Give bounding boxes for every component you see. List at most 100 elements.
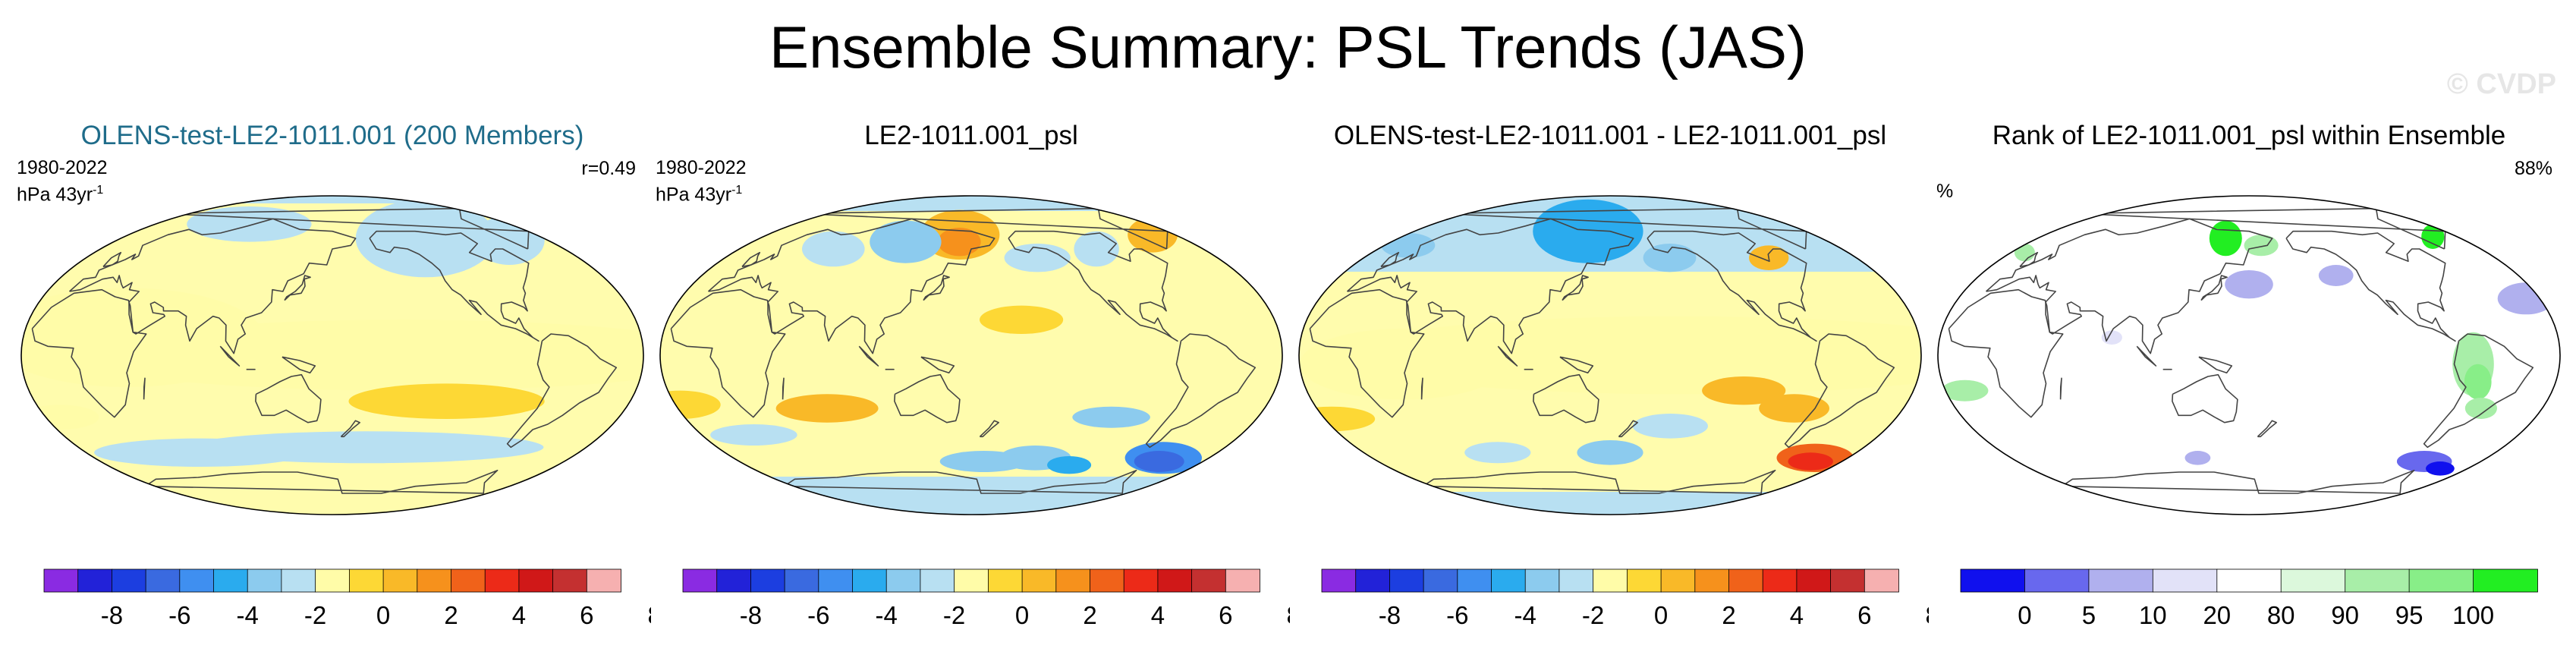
colorbar-swatch — [852, 568, 888, 593]
colorbar-swatch — [382, 568, 418, 593]
period-units-label: 1980-2022 hPa 43yr-1 — [656, 156, 747, 206]
colorbar-swatch — [281, 568, 316, 593]
colorbar-swatch — [1524, 568, 1560, 593]
colorbar-swatch — [179, 568, 215, 593]
coastline — [1559, 356, 1594, 374]
colorbar-swatch — [348, 568, 384, 593]
colorbar-swatch — [954, 568, 989, 593]
map-border — [659, 195, 1283, 515]
colorbar-tick-label: 4 — [1790, 601, 1804, 629]
colorbar-tick-label: 5 — [2082, 601, 2096, 629]
coastline — [284, 275, 311, 301]
colorbar-swatch — [1389, 568, 1424, 593]
colorbar-swatch — [417, 568, 452, 593]
coastline — [858, 345, 879, 367]
colorbar-swatch — [716, 568, 752, 593]
colorbar-swatch — [451, 568, 486, 593]
coastline — [1533, 373, 1599, 424]
field-anomaly — [1632, 414, 1708, 439]
field-anomaly — [2464, 398, 2497, 419]
field-band-arctic — [660, 196, 1282, 211]
field-anomaly — [2184, 451, 2211, 465]
field-anomaly — [1533, 199, 1643, 263]
field-anomaly — [21, 288, 264, 387]
field-anomaly — [2244, 235, 2279, 257]
colorbar-tick-label: 8 — [1926, 601, 1929, 629]
field-anomaly — [2421, 224, 2445, 249]
colorbar-swatch — [2280, 568, 2346, 593]
colorbar-swatch — [1491, 568, 1527, 593]
field-anomaly — [2464, 364, 2492, 400]
coastline — [31, 288, 147, 418]
colorbar-swatch — [750, 568, 785, 593]
colorbar-swatch — [1694, 568, 1730, 593]
colorbar-tick-label: -8 — [101, 601, 123, 629]
colorbar-tick-label: 0 — [376, 601, 390, 629]
coastline — [2172, 373, 2238, 424]
field-anomaly — [2497, 282, 2555, 315]
colorbar-tick-label: 90 — [2331, 601, 2359, 629]
colorbar-swatch — [2408, 568, 2474, 593]
coastline — [1784, 333, 1895, 449]
coastline — [2198, 356, 2233, 374]
field-anomaly — [1445, 241, 1492, 263]
colorbar-tick-label: -2 — [304, 601, 326, 629]
colorbar-tick-label: 80 — [2267, 601, 2295, 629]
coastline — [920, 356, 955, 374]
coastline — [2059, 377, 2062, 400]
field-anomaly — [2014, 244, 2035, 262]
colorbar-tick-label: -6 — [1446, 601, 1468, 629]
coastline — [923, 275, 950, 301]
colorbar-tick-label: 6 — [580, 601, 593, 629]
percent-unit-label: % — [1936, 181, 1954, 202]
colorbar-tick-label: 2 — [444, 601, 458, 629]
coastline — [2200, 275, 2228, 301]
map-difference — [1298, 195, 1922, 515]
colorbar-tick-label: -2 — [943, 601, 965, 629]
coastline — [1985, 218, 2273, 354]
map-border — [1937, 195, 2561, 515]
field-anomaly — [2225, 270, 2273, 299]
colorbar-difference: -8 -6 -4 -2 0 2 4 6 8 — [1321, 568, 1929, 629]
colorbar-tick-label: 0 — [2018, 601, 2031, 629]
colorbar-swatch — [145, 568, 181, 593]
field-anomaly — [1072, 406, 1150, 428]
coastline — [1618, 420, 1639, 438]
colorbar-tick-label: -6 — [168, 601, 190, 629]
field-band-arctic — [21, 196, 643, 203]
colorbar-swatch — [213, 568, 249, 593]
colorbar-tick-label: -4 — [1514, 601, 1536, 629]
colorbar-swatch — [247, 568, 282, 593]
panel-rank: Rank of LE2-1011.001_psl within Ensemble… — [1930, 120, 2568, 644]
coastline — [670, 288, 786, 418]
colorbar-swatch — [920, 568, 955, 593]
colorbar-swatch — [1423, 568, 1458, 593]
colorbar-swatch — [2345, 568, 2411, 593]
map-ensemble-mean — [20, 195, 644, 515]
coastline — [894, 373, 961, 424]
coastline — [1346, 218, 1634, 354]
field-anomaly — [21, 405, 99, 430]
field-anomaly — [1788, 452, 1833, 471]
colorbar-swatch — [1191, 568, 1227, 593]
pattern-correlation-label: r=0.49 — [581, 158, 636, 179]
colorbar-swatch — [1157, 568, 1193, 593]
colorbar-tick-label: 4 — [512, 601, 526, 629]
field-anomaly — [980, 305, 1064, 334]
coastline — [1948, 288, 2064, 418]
coastline — [219, 345, 241, 367]
colorbar-swatch — [1960, 568, 2026, 593]
field-anomaly — [1047, 456, 1092, 474]
colorbar-tick-label: 2 — [1083, 601, 1096, 629]
coastline — [707, 218, 995, 354]
coastline — [2136, 345, 2157, 367]
field-anomaly — [870, 220, 942, 263]
coastline — [255, 373, 322, 424]
coastline — [68, 218, 357, 354]
colorbar-swatch — [2473, 568, 2538, 593]
colorbar-tick-label: -8 — [740, 601, 762, 629]
colorbar-swatch — [1830, 568, 1866, 593]
colorbar-swatch — [1796, 568, 1832, 593]
colorbar-swatch — [1123, 568, 1159, 593]
colorbar-swatch — [682, 568, 718, 593]
